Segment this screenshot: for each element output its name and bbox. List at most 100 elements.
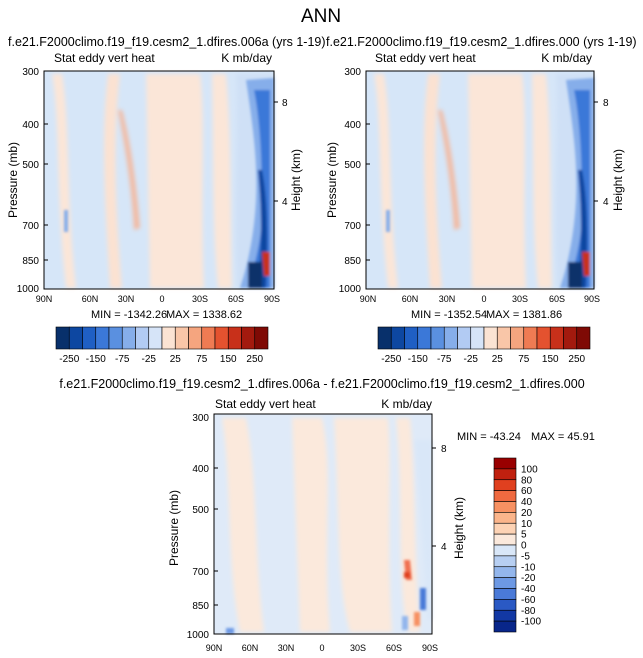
panel-1-y2label: Height (km) [289, 149, 303, 211]
panel-2-x-ticks: 90N 60N 30N 0 30S 60S 90S [360, 294, 600, 304]
colorbar-label: 60 [521, 486, 533, 497]
panel-3-min-label: MIN = -43.24 [457, 431, 521, 443]
colorbar-panel-1: -250 -150 -75 -25 25 75 150 250 [55, 326, 269, 365]
colorbar-swatch [121, 326, 136, 350]
colorbar-label: -25 [142, 354, 157, 365]
colorbar-swatch [148, 326, 163, 350]
panel-1-y-ticks: 300 400 500 700 850 1000 [17, 67, 40, 295]
panel-2-y2-ticks: 8 4 [603, 98, 609, 208]
colorbar-swatch [135, 326, 150, 350]
panel-2-min-label: MIN = -1352.54 [411, 309, 487, 321]
colorbar-swatch [214, 326, 229, 350]
tick-label: 30N [278, 643, 295, 653]
colorbar-swatch [493, 512, 517, 524]
tick-label: 400 [344, 120, 361, 131]
colorbar-swatch [493, 457, 517, 470]
colorbar-swatch [493, 588, 517, 600]
colorbar-swatch [536, 326, 551, 350]
colorbar-label: -20 [521, 573, 536, 584]
panel-1-right-label: K mb/day [221, 51, 272, 65]
colorbar-label: 40 [521, 497, 533, 508]
panel-1-axes: 300 400 500 700 850 1000 8 4 90N 60N 30N… [6, 67, 303, 321]
colorbar-swatch [493, 479, 517, 491]
tick-label: 500 [344, 160, 361, 171]
colorbar-swatch [493, 468, 517, 481]
tick-label: 500 [22, 160, 39, 171]
colorbar-label: -5 [521, 551, 530, 562]
panel-1-title: f.e21.F2000climo.f19_f19.cesm2_1.dfires.… [8, 35, 326, 49]
panel-3-title: f.e21.F2000climo.f19_f19.cesm2_1.dfires.… [59, 377, 584, 391]
tick-label: 850 [344, 256, 361, 267]
colorbar-swatch [493, 599, 517, 611]
colorbar-label: 20 [521, 508, 533, 519]
colorbar-label: -150 [408, 354, 428, 365]
colorbar-swatch [417, 326, 432, 350]
tick-label: 90N [360, 294, 377, 304]
colorbar-label: 5 [521, 530, 527, 541]
colorbar-swatch [241, 326, 256, 350]
tick-label: 8 [603, 98, 609, 109]
colorbar-label: 75 [518, 354, 530, 365]
panel-1-y2-ticks: 8 4 [282, 98, 288, 208]
colorbar-label: 75 [196, 354, 208, 365]
colorbar-label: -60 [521, 595, 536, 606]
colorbar-label: -75 [437, 354, 452, 365]
tick-label: 4 [603, 197, 609, 208]
tick-label: 300 [192, 413, 209, 424]
colorbar-panel-2: -250 -150 -75 -25 25 75 150 250 [377, 326, 591, 365]
tick-label: 8 [441, 444, 447, 455]
tick-label: 60S [386, 643, 402, 653]
panel-3-y2-ticks: 8 4 [441, 444, 447, 553]
tick-label: 30S [350, 643, 366, 653]
colorbar-swatch [430, 326, 445, 350]
tick-label: 1000 [17, 284, 40, 295]
tick-label: 0 [319, 643, 324, 653]
colorbar-swatch [188, 326, 203, 350]
tick-label: 0 [481, 294, 486, 304]
colorbar-label: -10 [521, 562, 536, 573]
colorbar-swatch [510, 326, 525, 350]
tick-label: 90S [422, 643, 438, 653]
tick-label: 8 [282, 98, 288, 109]
colorbar-swatch [483, 326, 498, 350]
panel-3-max-label: MAX = 45.91 [531, 431, 595, 443]
tick-label: 30S [512, 294, 528, 304]
panel-3-right-label: K mb/day [381, 397, 432, 411]
panel-3-field [213, 413, 433, 635]
tick-label: 4 [441, 542, 447, 553]
colorbar-swatch [493, 501, 517, 513]
colorbar-label: -250 [381, 354, 401, 365]
tick-label: 30N [118, 294, 135, 304]
panel-1-max-label: MAX = 1338.62 [166, 309, 242, 321]
colorbar-label: -75 [115, 354, 130, 365]
panel-2-field [365, 70, 595, 290]
colorbar-label: -250 [59, 354, 79, 365]
colorbar-label: -100 [521, 617, 541, 628]
colorbar-swatch [95, 326, 110, 350]
panel-2-title: f.e21.F2000climo.f19_f19.cesm2_1.dfires.… [326, 35, 637, 49]
tick-label: 30S [192, 294, 208, 304]
tick-label: 700 [192, 567, 209, 578]
colorbar-label: 100 [521, 464, 538, 475]
panel-2-left-label: Stat eddy vert heat [375, 51, 476, 65]
tick-label: 0 [159, 294, 164, 304]
colorbar-label: 150 [542, 354, 559, 365]
colorbar-label: 10 [521, 519, 533, 530]
tick-label: 850 [192, 601, 209, 612]
panel-1-x-ticks: 90N 60N 30N 0 30S 60S 90S [36, 294, 280, 304]
tick-label: 4 [282, 197, 288, 208]
panel-2-y2label: Height (km) [611, 149, 625, 211]
colorbar-label: 250 [246, 354, 263, 365]
colorbar-swatch [496, 326, 511, 350]
colorbar-label: -150 [86, 354, 106, 365]
colorbar-swatch [390, 326, 405, 350]
colorbar-swatch [493, 555, 517, 568]
tick-label: 700 [344, 221, 361, 232]
colorbar-swatch [55, 326, 70, 350]
page-title: ANN [301, 6, 341, 27]
tick-label: 300 [344, 67, 361, 78]
colorbar-swatch [443, 326, 458, 350]
colorbar-swatch [377, 326, 392, 350]
colorbar-swatch [576, 326, 591, 350]
